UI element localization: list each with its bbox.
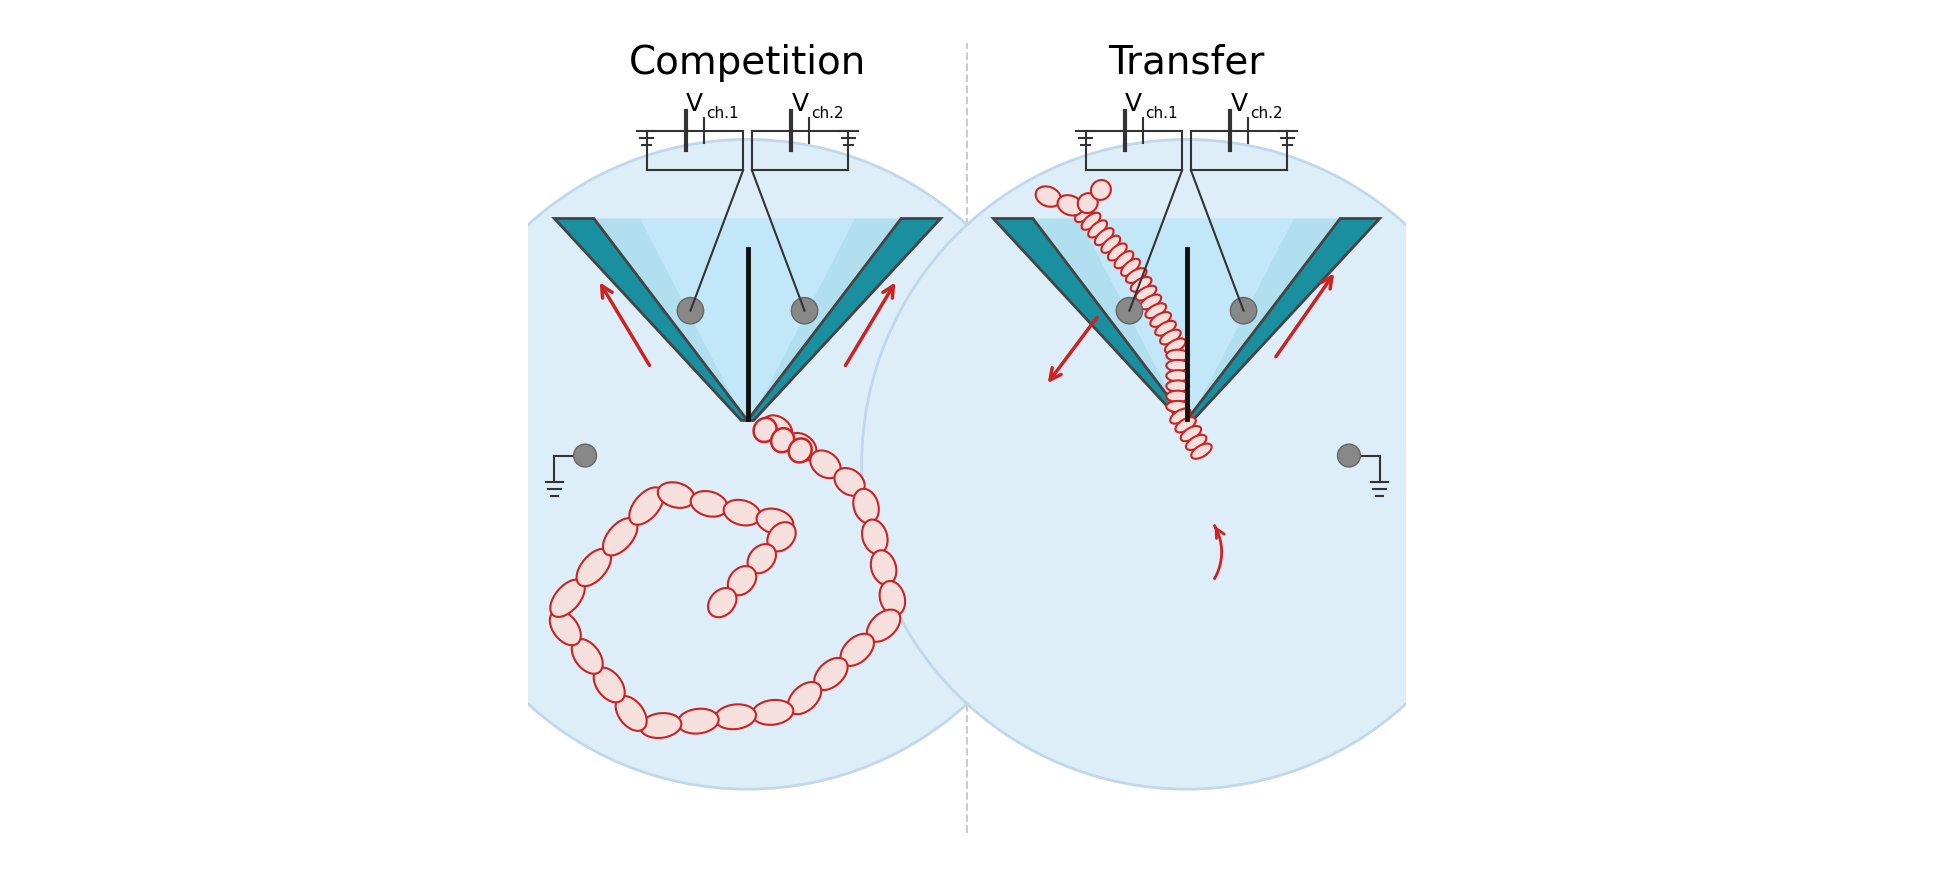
Circle shape [677,298,704,324]
Ellipse shape [870,551,895,585]
Ellipse shape [1145,304,1166,318]
Ellipse shape [1108,244,1128,261]
Text: Competition: Competition [629,44,866,82]
Circle shape [1338,445,1360,467]
Ellipse shape [658,482,694,509]
Ellipse shape [572,639,603,674]
Ellipse shape [1166,350,1189,361]
Text: ch.2: ch.2 [1251,106,1284,121]
Ellipse shape [549,610,580,645]
Text: V: V [1230,92,1247,116]
Ellipse shape [752,700,793,725]
Ellipse shape [1095,229,1114,246]
Ellipse shape [1155,322,1176,336]
Polygon shape [1186,219,1379,421]
Ellipse shape [1151,313,1170,327]
Text: ch.2: ch.2 [812,106,845,121]
Polygon shape [555,219,748,421]
Ellipse shape [1077,194,1099,214]
Ellipse shape [756,509,793,535]
Ellipse shape [594,667,625,702]
Text: ch.1: ch.1 [706,106,739,121]
Ellipse shape [615,696,646,731]
Ellipse shape [716,704,756,730]
Ellipse shape [1081,213,1100,231]
Ellipse shape [1166,391,1189,403]
Ellipse shape [1058,196,1083,217]
Ellipse shape [1170,409,1191,424]
Ellipse shape [1166,360,1189,372]
Text: Transfer: Transfer [1108,44,1265,82]
Ellipse shape [789,438,812,463]
Ellipse shape [640,713,681,738]
Circle shape [424,140,1071,789]
Ellipse shape [834,468,864,496]
Ellipse shape [762,416,793,444]
Ellipse shape [1075,206,1095,223]
Ellipse shape [787,682,822,715]
Ellipse shape [1100,237,1120,253]
Ellipse shape [853,489,878,524]
Ellipse shape [1035,187,1062,208]
Ellipse shape [880,581,905,616]
Ellipse shape [863,520,888,554]
Ellipse shape [1126,269,1147,283]
Circle shape [791,298,818,324]
Text: ch.1: ch.1 [1145,106,1178,121]
Ellipse shape [748,545,776,574]
Ellipse shape [723,500,760,526]
Ellipse shape [1180,426,1201,442]
Ellipse shape [1089,221,1106,239]
Polygon shape [994,219,1186,421]
Text: V: V [791,92,808,116]
Ellipse shape [1135,287,1157,301]
Ellipse shape [841,634,874,667]
Polygon shape [594,219,901,421]
Ellipse shape [1160,331,1182,345]
Ellipse shape [814,658,847,690]
Polygon shape [1079,219,1294,412]
Ellipse shape [603,518,638,556]
Ellipse shape [772,429,795,453]
Circle shape [863,140,1510,789]
Ellipse shape [1166,402,1189,413]
Ellipse shape [1122,260,1139,276]
Ellipse shape [754,418,777,443]
Polygon shape [1033,219,1340,421]
Ellipse shape [1131,278,1151,292]
Ellipse shape [629,488,663,525]
Polygon shape [748,219,940,421]
Ellipse shape [768,523,795,552]
Ellipse shape [1141,296,1160,310]
Ellipse shape [551,580,584,617]
Ellipse shape [576,549,611,587]
Ellipse shape [785,433,816,461]
Polygon shape [640,219,855,412]
Ellipse shape [708,588,737,617]
Circle shape [1116,298,1143,324]
Ellipse shape [810,451,841,479]
Ellipse shape [1191,444,1211,460]
Text: V: V [687,92,704,116]
Ellipse shape [866,610,901,642]
Circle shape [1230,298,1257,324]
Ellipse shape [690,491,727,517]
Ellipse shape [1164,339,1186,353]
Ellipse shape [1091,181,1110,201]
Ellipse shape [1166,381,1189,392]
Ellipse shape [1186,435,1207,451]
Ellipse shape [1114,252,1133,269]
Circle shape [574,445,596,467]
Ellipse shape [1166,371,1189,382]
Text: V: V [1126,92,1143,116]
Ellipse shape [1176,417,1195,433]
Ellipse shape [677,709,719,734]
Ellipse shape [727,567,756,595]
